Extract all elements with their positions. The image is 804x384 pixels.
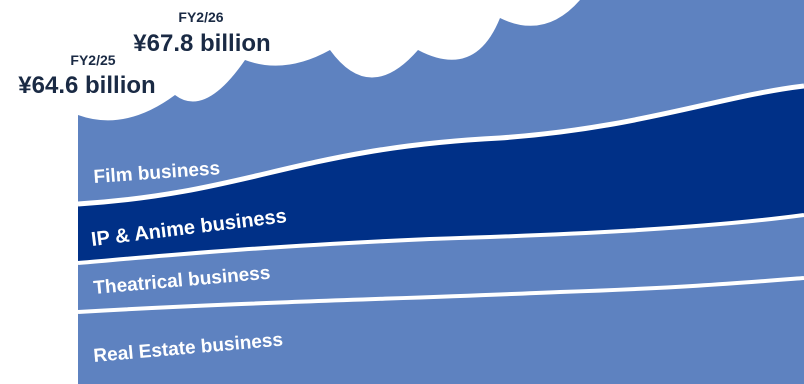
divider-theatrical-realestate <box>77 276 804 314</box>
segment-ip-anime-band <box>78 88 804 262</box>
divider-ip-theatrical <box>77 213 804 265</box>
divider-film-ip <box>77 83 804 207</box>
period-label-fy2-26: FY2/26 <box>178 9 223 25</box>
value-label-fy2-25: ¥64.6 billion <box>18 72 155 99</box>
period-label-fy2-25: FY2/25 <box>70 52 115 68</box>
value-label-fy2-26: ¥67.8 billion <box>133 30 270 57</box>
